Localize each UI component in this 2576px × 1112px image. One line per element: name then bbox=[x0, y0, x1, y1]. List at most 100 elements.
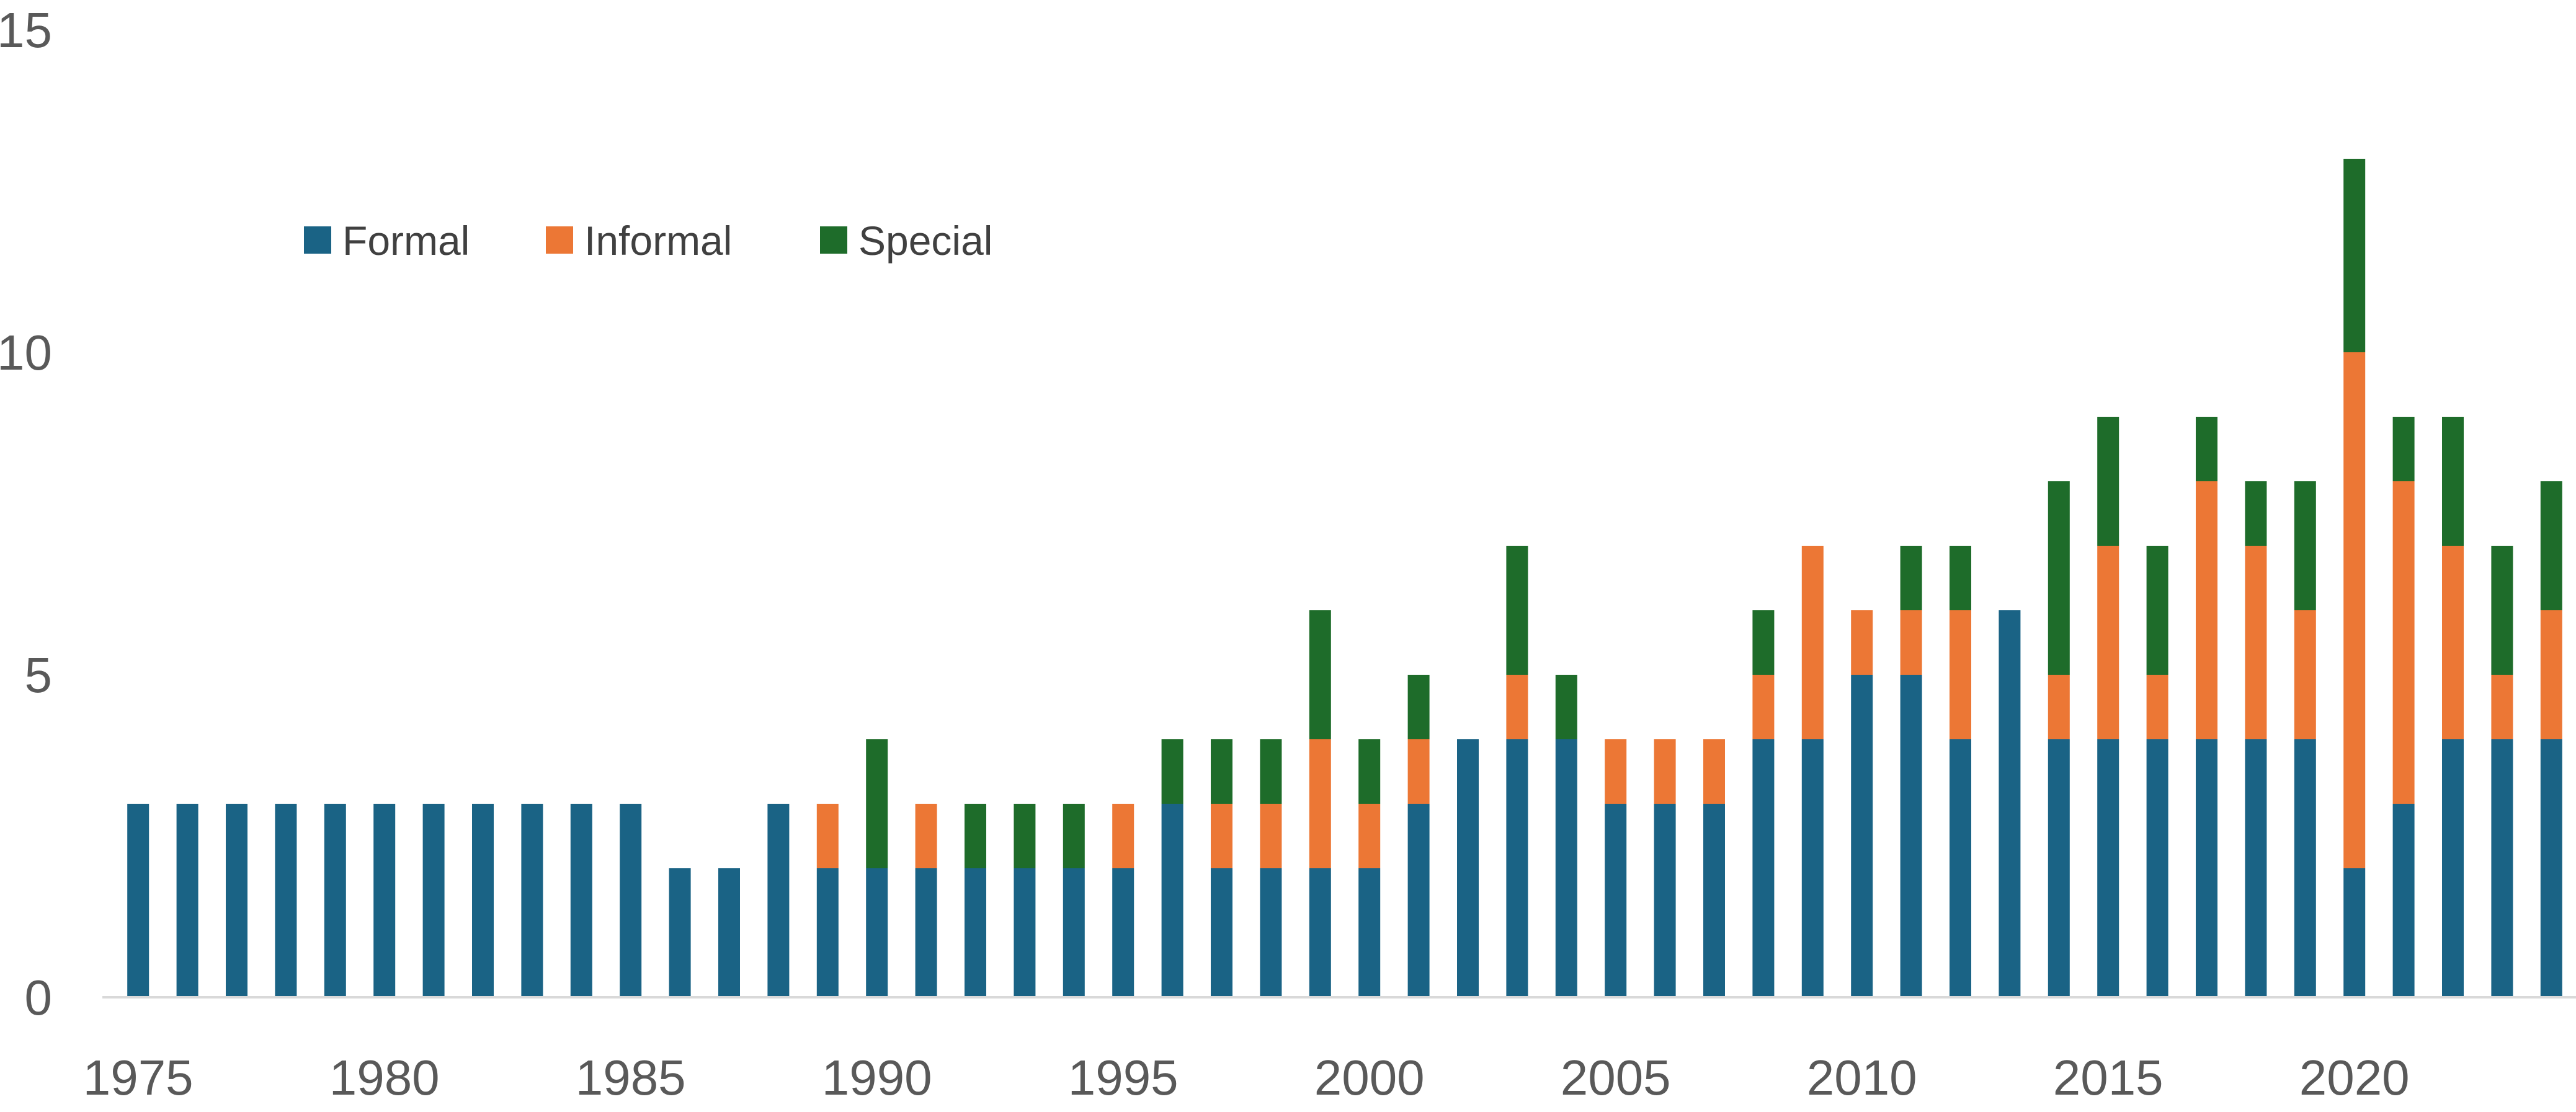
bar-informal-2007 bbox=[1703, 739, 1725, 804]
x-axis-ticks: 1975 1980 1985 1990 1995 2000 2005 2010 2015 2020 bbox=[83, 1050, 2410, 1105]
legend-label-informal: Informal bbox=[584, 218, 732, 264]
y-tick-label: 0 bbox=[25, 970, 53, 1025]
y-axis-ticks: 0 5 10 15 bbox=[0, 2, 52, 1025]
bar-special-2004 bbox=[1555, 675, 1577, 739]
bar-formal-1985 bbox=[620, 804, 642, 997]
bar-informal-1999 bbox=[1309, 739, 1331, 868]
bar-formal-1983 bbox=[521, 804, 543, 997]
bar-special-1990 bbox=[866, 739, 888, 868]
y-tick-label: 10 bbox=[0, 325, 52, 380]
bar-formal-1975 bbox=[127, 804, 149, 997]
bar-formal-2015 bbox=[2097, 739, 2119, 997]
bar-informal-2015 bbox=[2097, 546, 2119, 739]
bar-formal-2001 bbox=[1407, 804, 1430, 997]
bar-informal-2011 bbox=[1900, 610, 1922, 675]
x-tick-label: 1980 bbox=[329, 1050, 440, 1105]
bar-special-2018 bbox=[2245, 481, 2267, 546]
bar-formal-1981 bbox=[422, 804, 445, 997]
bar-special-1997 bbox=[1211, 739, 1232, 804]
x-tick-label: 1985 bbox=[576, 1050, 686, 1105]
bar-formal-2023 bbox=[2491, 739, 2513, 997]
x-tick-label: 2000 bbox=[1314, 1050, 1425, 1105]
bar-informal-1991 bbox=[915, 804, 937, 868]
bar-informal-2006 bbox=[1654, 739, 1676, 804]
x-tick-label: 2015 bbox=[2053, 1050, 2164, 1105]
bar-formal-1986 bbox=[669, 868, 691, 997]
bar-informal-2000 bbox=[1358, 804, 1381, 868]
bar-special-1992 bbox=[965, 804, 986, 868]
bar-formal-2022 bbox=[2442, 739, 2464, 997]
bar-formal-2020 bbox=[2343, 868, 2366, 997]
bar-special-1998 bbox=[1260, 739, 1282, 804]
x-tick-label: 2020 bbox=[2299, 1050, 2410, 1105]
bar-informal-2003 bbox=[1506, 675, 1528, 739]
bar-formal-1995 bbox=[1112, 868, 1134, 997]
x-tick-label: 1990 bbox=[822, 1050, 932, 1105]
bar-formal-2024 bbox=[2540, 739, 2562, 997]
bar-informal-2024 bbox=[2540, 610, 2562, 739]
legend-label-formal: Formal bbox=[342, 218, 470, 264]
bar-formal-2011 bbox=[1900, 675, 1922, 997]
bar-formal-1999 bbox=[1309, 868, 1331, 997]
bar-informal-2016 bbox=[2146, 675, 2168, 739]
bar-formal-1976 bbox=[176, 804, 198, 997]
bar-informal-2023 bbox=[2491, 675, 2513, 739]
bar-formal-2021 bbox=[2392, 804, 2415, 997]
bar-formal-1977 bbox=[226, 804, 247, 997]
bar-formal-2009 bbox=[1801, 739, 1824, 997]
legend-swatch-formal bbox=[304, 226, 331, 254]
bar-informal-2019 bbox=[2294, 610, 2316, 739]
legend-swatch-informal bbox=[546, 226, 573, 254]
bar-formal-1987 bbox=[718, 868, 740, 997]
bar-informal-2022 bbox=[2442, 546, 2464, 739]
bar-formal-1992 bbox=[965, 868, 986, 997]
bar-informal-2018 bbox=[2245, 546, 2267, 739]
bars-group bbox=[127, 159, 2562, 997]
bar-informal-2012 bbox=[1950, 610, 1971, 739]
bar-informal-1995 bbox=[1112, 804, 1134, 868]
bar-formal-1978 bbox=[275, 804, 297, 997]
x-tick-label: 2010 bbox=[1807, 1050, 1917, 1105]
bar-formal-1997 bbox=[1211, 868, 1232, 997]
bar-special-2012 bbox=[1950, 546, 1971, 610]
bar-formal-2012 bbox=[1950, 739, 1971, 997]
bar-special-2020 bbox=[2343, 159, 2366, 352]
x-tick-label: 1975 bbox=[83, 1050, 194, 1105]
bar-special-2011 bbox=[1900, 546, 1922, 610]
bar-informal-1997 bbox=[1211, 804, 1232, 868]
bar-special-2003 bbox=[1506, 546, 1528, 675]
bar-special-2016 bbox=[2146, 546, 2168, 675]
bar-informal-2017 bbox=[2196, 481, 2217, 739]
bar-formal-2016 bbox=[2146, 739, 2168, 997]
x-tick-label: 2005 bbox=[1561, 1050, 1671, 1105]
bar-formal-2018 bbox=[2245, 739, 2267, 997]
bar-special-1993 bbox=[1014, 804, 1036, 868]
bar-formal-1982 bbox=[472, 804, 494, 997]
bar-formal-1980 bbox=[373, 804, 396, 997]
bar-special-1999 bbox=[1309, 610, 1331, 739]
bar-special-1996 bbox=[1161, 739, 1183, 804]
bar-formal-2008 bbox=[1752, 739, 1775, 997]
bar-informal-2021 bbox=[2392, 481, 2415, 804]
bar-informal-2010 bbox=[1851, 610, 1873, 675]
bar-formal-2004 bbox=[1555, 739, 1577, 997]
bar-special-2008 bbox=[1752, 610, 1775, 675]
bar-special-2021 bbox=[2392, 417, 2415, 481]
bar-formal-1996 bbox=[1161, 804, 1183, 997]
bar-formal-2005 bbox=[1605, 804, 1627, 997]
bar-informal-2008 bbox=[1752, 675, 1775, 739]
bar-informal-2014 bbox=[2048, 675, 2070, 739]
bar-formal-2007 bbox=[1703, 804, 1725, 997]
bar-informal-1998 bbox=[1260, 804, 1282, 868]
bar-formal-1991 bbox=[915, 868, 937, 997]
bar-formal-2000 bbox=[1358, 868, 1381, 997]
y-tick-label: 15 bbox=[0, 2, 52, 58]
bar-formal-1994 bbox=[1063, 868, 1085, 997]
legend: Formal Informal Special bbox=[304, 218, 992, 264]
bar-formal-2002 bbox=[1457, 739, 1479, 997]
bar-formal-1988 bbox=[767, 804, 790, 997]
bar-formal-2003 bbox=[1506, 739, 1528, 997]
bar-formal-1990 bbox=[866, 868, 888, 997]
bar-formal-1993 bbox=[1014, 868, 1036, 997]
